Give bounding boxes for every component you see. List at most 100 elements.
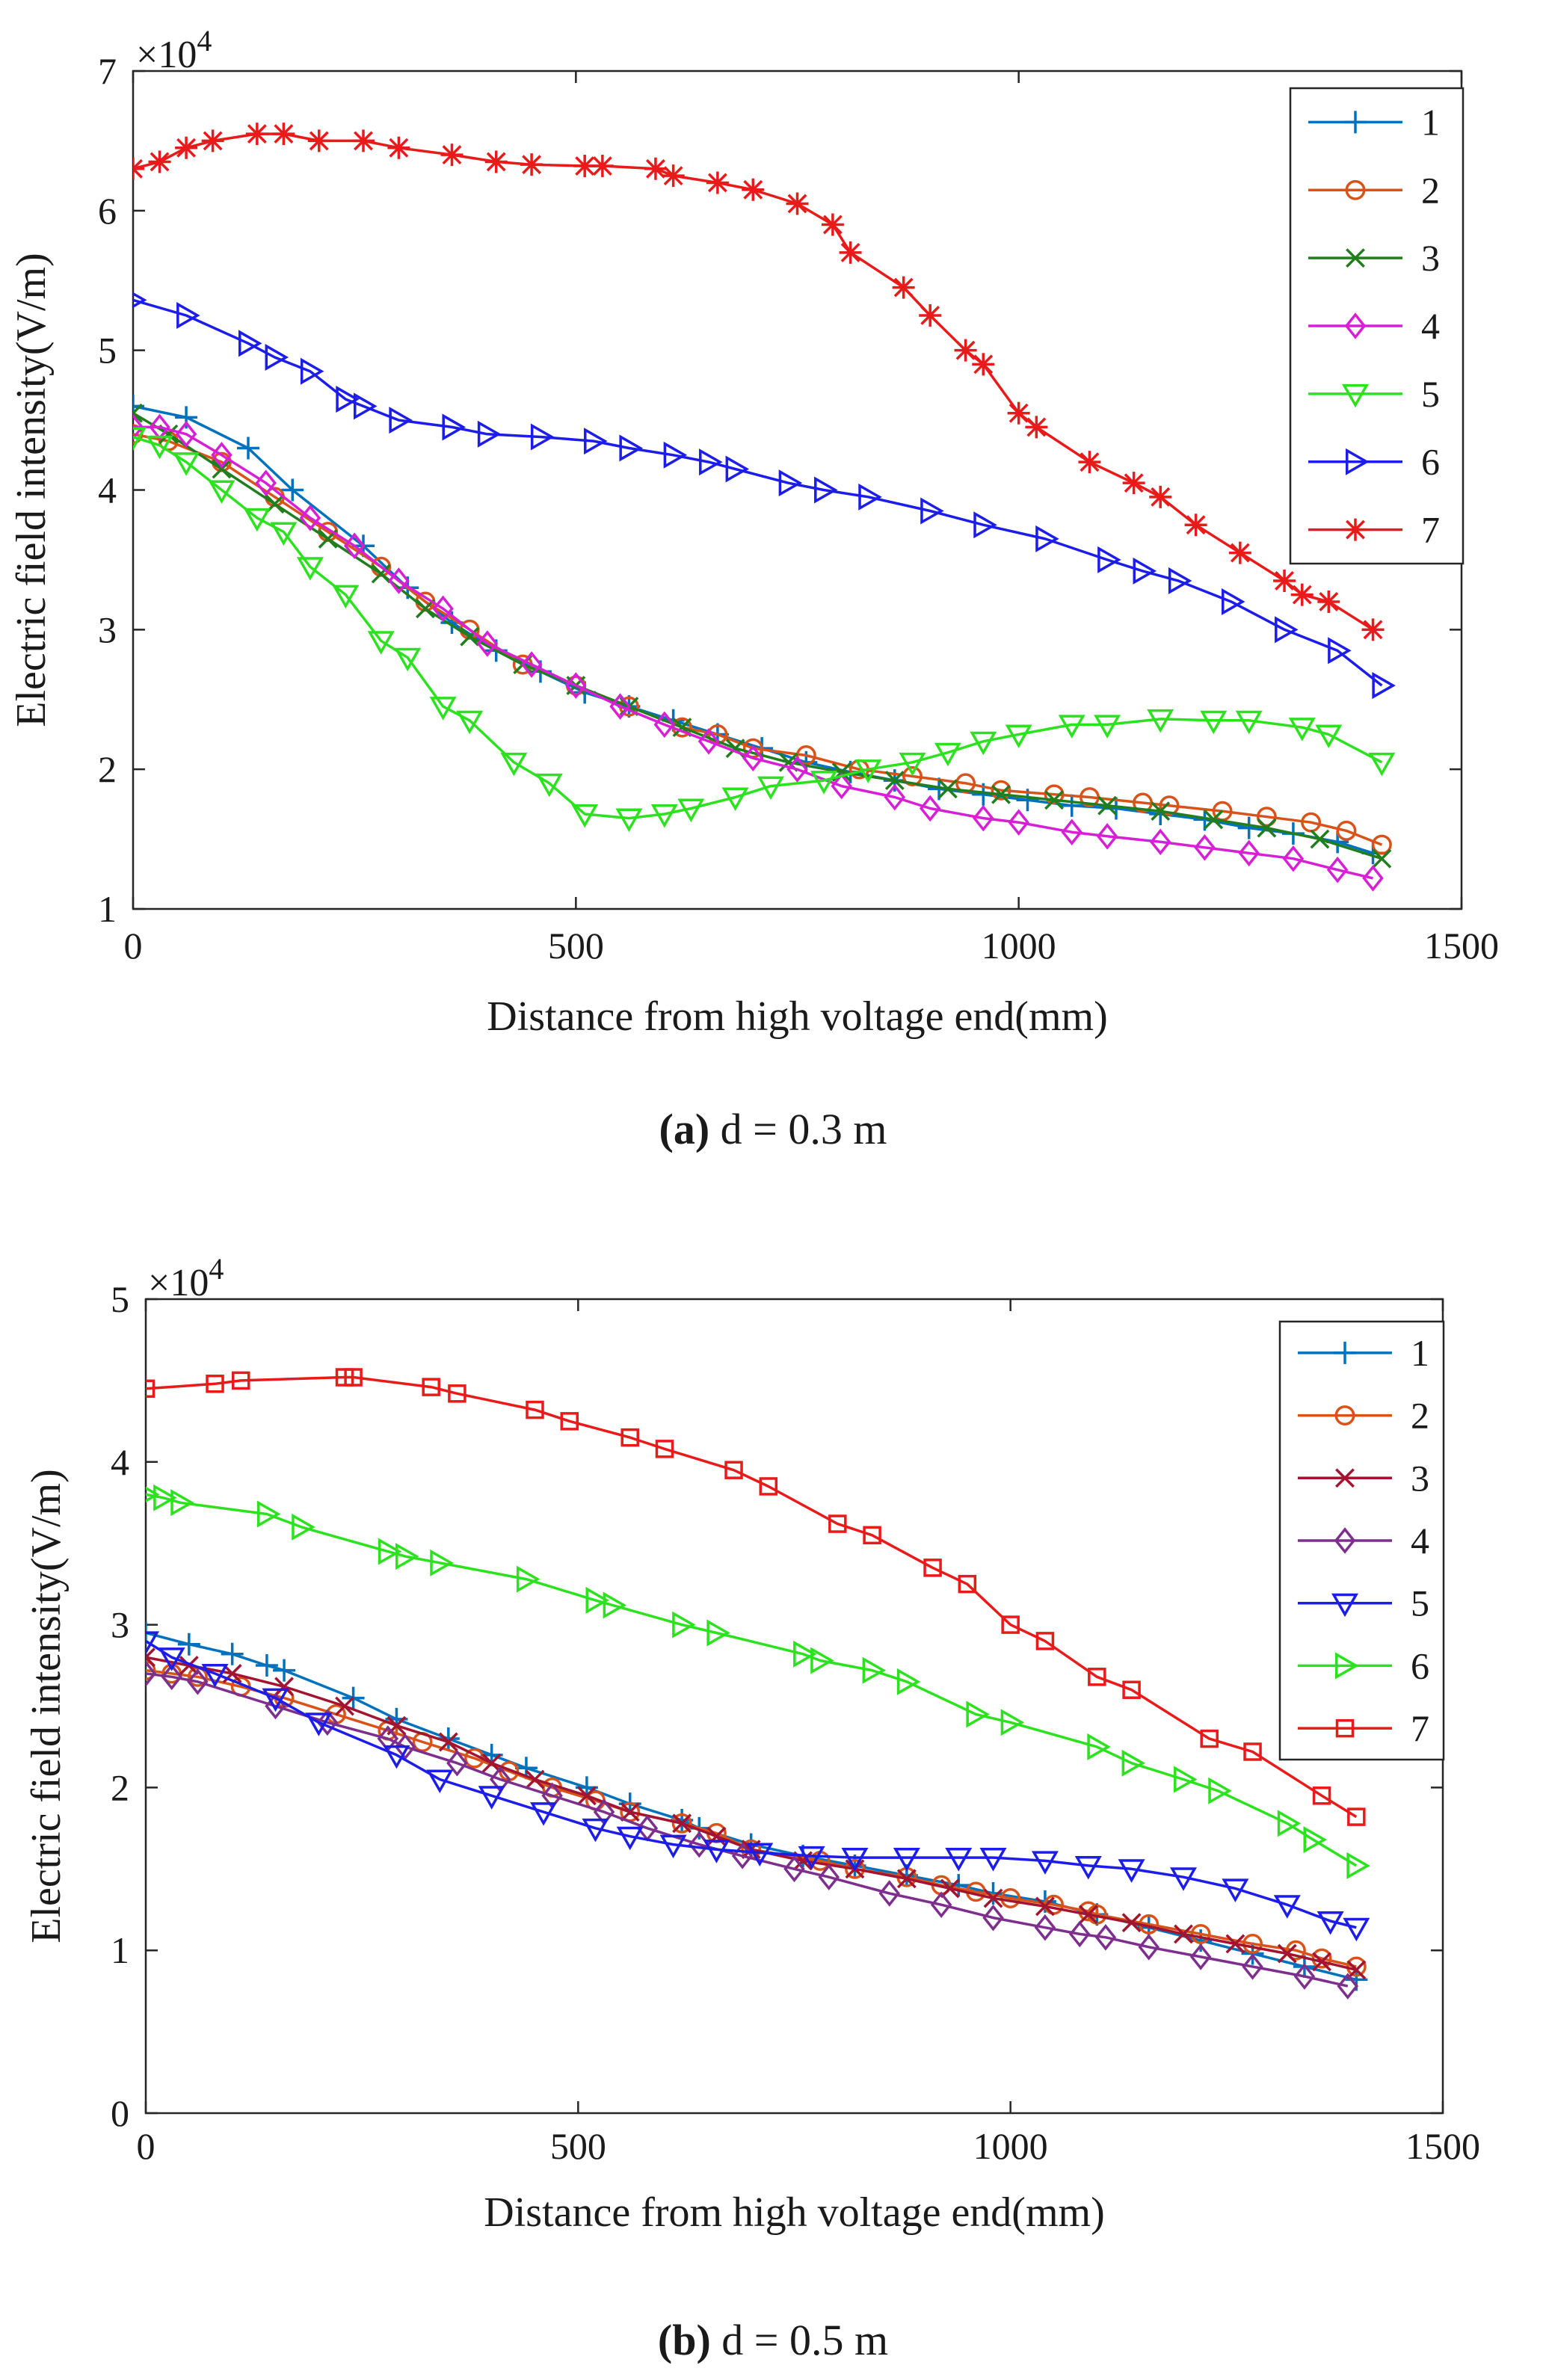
data-point-series-4 — [1194, 833, 1216, 861]
data-point-series-7 — [863, 1526, 881, 1545]
data-point-series-4 — [187, 1668, 209, 1695]
data-point-series-5 — [500, 752, 528, 777]
legend-marker-7 — [1344, 518, 1367, 541]
x-tick-label: 1000 — [973, 2125, 1048, 2167]
data-point-series-2 — [991, 780, 1011, 801]
data-point-series-7 — [1317, 590, 1340, 613]
legend-label-2: 2 — [1421, 169, 1440, 211]
data-point-series-6 — [973, 511, 997, 539]
data-point-series-3 — [1312, 1952, 1332, 1972]
data-point-series-4 — [1282, 845, 1305, 872]
data-point-series-5 — [899, 752, 926, 777]
data-point-series-5 — [296, 557, 324, 581]
legend-label-4: 4 — [1421, 305, 1440, 347]
data-point-series-4 — [930, 1891, 952, 1919]
data-point-series-7 — [272, 123, 295, 146]
series-7 — [133, 123, 1385, 641]
data-point-series-6 — [1087, 1733, 1111, 1760]
data-point-series-4 — [316, 1709, 339, 1736]
data-point-series-6 — [176, 301, 200, 329]
data-point-series-5 — [1118, 1859, 1145, 1883]
data-point-series-5 — [1200, 710, 1228, 735]
data-point-series-7 — [1122, 472, 1145, 495]
data-point-series-5 — [841, 1848, 869, 1872]
legend-marker-6 — [1346, 448, 1370, 475]
y-tick-label: 1 — [98, 888, 117, 930]
series-4 — [133, 413, 1384, 892]
legend-label-2: 2 — [1411, 1395, 1429, 1437]
data-point-series-7 — [1347, 1807, 1366, 1826]
data-point-series-7 — [1290, 583, 1314, 606]
data-point-series-7 — [591, 155, 614, 178]
data-point-series-3 — [1035, 1896, 1055, 1917]
data-point-series-3 — [335, 1696, 354, 1716]
y-tick-label: 5 — [111, 1278, 129, 1320]
data-point-series-5 — [383, 1745, 410, 1769]
data-point-series-5 — [703, 1840, 730, 1863]
data-point-series-6 — [920, 497, 944, 525]
series-7 — [146, 1368, 1366, 1826]
data-point-series-5 — [208, 480, 235, 505]
data-point-series-3 — [481, 1753, 502, 1773]
data-point-series-6 — [706, 1619, 730, 1647]
data-point-series-2 — [1256, 807, 1277, 827]
data-point-series-5 — [1315, 724, 1343, 748]
data-point-series-3 — [133, 403, 143, 423]
legend-label-6: 6 — [1411, 1644, 1429, 1686]
data-point-series-6 — [389, 407, 413, 434]
data-point-series-3 — [672, 1813, 692, 1834]
data-point-series-4 — [653, 711, 676, 739]
data-point-series-4 — [146, 1660, 157, 1687]
legend-marker-3 — [1346, 248, 1365, 268]
data-point-series-5 — [1273, 1895, 1301, 1919]
data-point-series-5 — [659, 1834, 687, 1859]
data-point-series-6 — [672, 1611, 696, 1638]
data-point-series-3 — [884, 771, 905, 791]
data-point-series-5 — [1169, 1867, 1198, 1891]
data-point-series-3 — [1078, 1905, 1098, 1925]
data-point-series-7 — [573, 155, 597, 178]
data-point-series-4 — [1149, 828, 1171, 856]
data-point-series-1 — [237, 437, 260, 460]
data-point-series-4 — [697, 727, 720, 755]
data-point-series-7 — [1035, 1632, 1055, 1650]
data-point-series-4 — [255, 469, 277, 496]
legend-marker-6 — [1335, 1652, 1359, 1680]
data-point-series-5 — [1316, 1911, 1344, 1935]
data-point-series-6 — [1275, 616, 1299, 644]
data-point-series-5 — [1288, 718, 1316, 742]
data-point-series-7 — [892, 276, 915, 299]
data-point-series-7 — [148, 150, 171, 173]
data-point-series-6 — [1097, 546, 1121, 573]
data-point-series-7 — [1312, 1786, 1331, 1805]
data-point-series-7 — [146, 1379, 155, 1399]
data-point-series-3 — [146, 1647, 155, 1668]
data-point-series-2 — [1078, 1901, 1099, 1922]
legend-marker-1 — [1344, 111, 1367, 134]
legend-label-1: 1 — [1411, 1332, 1429, 1374]
data-point-series-3 — [371, 564, 391, 584]
legend-marker-4 — [1334, 1527, 1356, 1554]
x-tick-label: 1500 — [1405, 2125, 1480, 2167]
data-point-series-5 — [201, 1663, 229, 1688]
data-point-series-3 — [1121, 1913, 1142, 1933]
data-point-series-4 — [133, 413, 144, 441]
data-point-series-6 — [966, 1701, 990, 1728]
data-point-series-3 — [1174, 1924, 1193, 1944]
y-multiplier: ×104 — [148, 1252, 224, 1304]
data-point-series-6 — [585, 1586, 609, 1614]
x-tick-label: 500 — [550, 2125, 606, 2167]
data-point-series-6 — [265, 343, 289, 372]
y-multiplier-base: ×10 — [136, 34, 197, 76]
data-point-series-6 — [1221, 588, 1245, 615]
data-point-series-7 — [387, 136, 410, 159]
y-axis-label: Electric field intensity(V/m) — [8, 253, 55, 727]
data-point-series-4 — [609, 693, 631, 720]
data-point-series-5 — [530, 1802, 558, 1826]
data-point-series-4 — [1189, 1943, 1212, 1970]
data-point-series-4 — [1362, 865, 1384, 892]
data-point-series-4 — [149, 413, 170, 441]
data-point-series-6 — [1303, 1826, 1328, 1854]
legend-label-7: 7 — [1411, 1707, 1429, 1749]
legend-label-7: 7 — [1421, 509, 1440, 551]
